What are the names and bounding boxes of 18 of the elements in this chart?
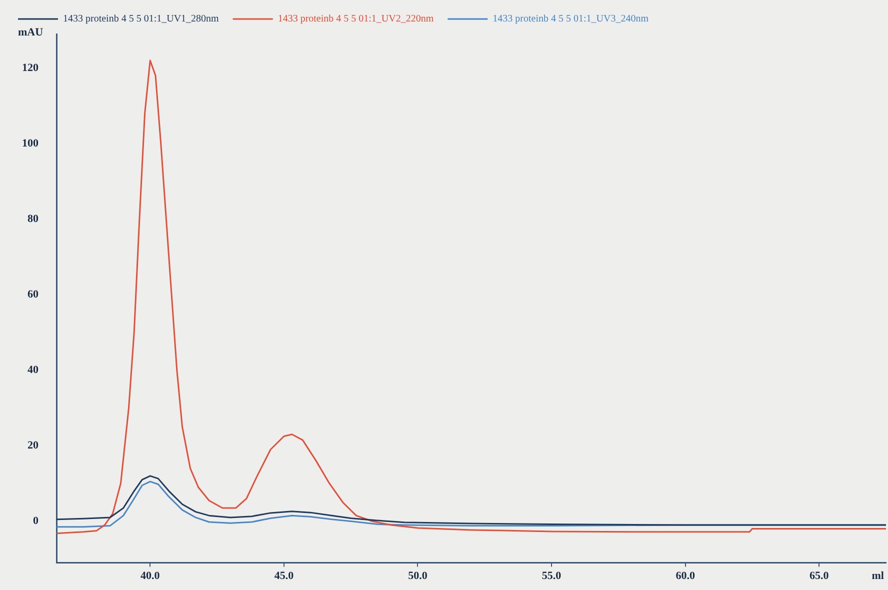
x-tick-label: 45.0 bbox=[274, 570, 294, 582]
y-tick-label: 40 bbox=[28, 364, 39, 376]
y-tick-label: 60 bbox=[28, 288, 39, 300]
x-tick-label: 55.0 bbox=[542, 570, 562, 582]
legend-label: 1433 proteinb 4 5 5 01:1_UV3_240nm bbox=[492, 14, 649, 25]
y-tick-label: 80 bbox=[28, 212, 39, 225]
legend-label: 1433 proteinb 4 5 5 01:1_UV1_280nm bbox=[63, 14, 220, 25]
x-tick-label: 60.0 bbox=[676, 570, 696, 582]
legend-label: 1433 proteinb 4 5 5 01:1_UV2_220nm bbox=[278, 14, 434, 25]
x-tick-label: 50.0 bbox=[408, 570, 428, 582]
y-tick-label: 100 bbox=[22, 137, 39, 150]
y-axis-title: mAU bbox=[18, 26, 44, 38]
y-tick-label: 20 bbox=[28, 440, 39, 452]
y-tick-label: 120 bbox=[22, 62, 39, 74]
y-tick-label: 0 bbox=[33, 515, 39, 528]
x-tick-label: 40.0 bbox=[140, 570, 160, 582]
x-axis-title: ml bbox=[872, 570, 884, 582]
x-tick-label: 65.0 bbox=[809, 570, 830, 582]
